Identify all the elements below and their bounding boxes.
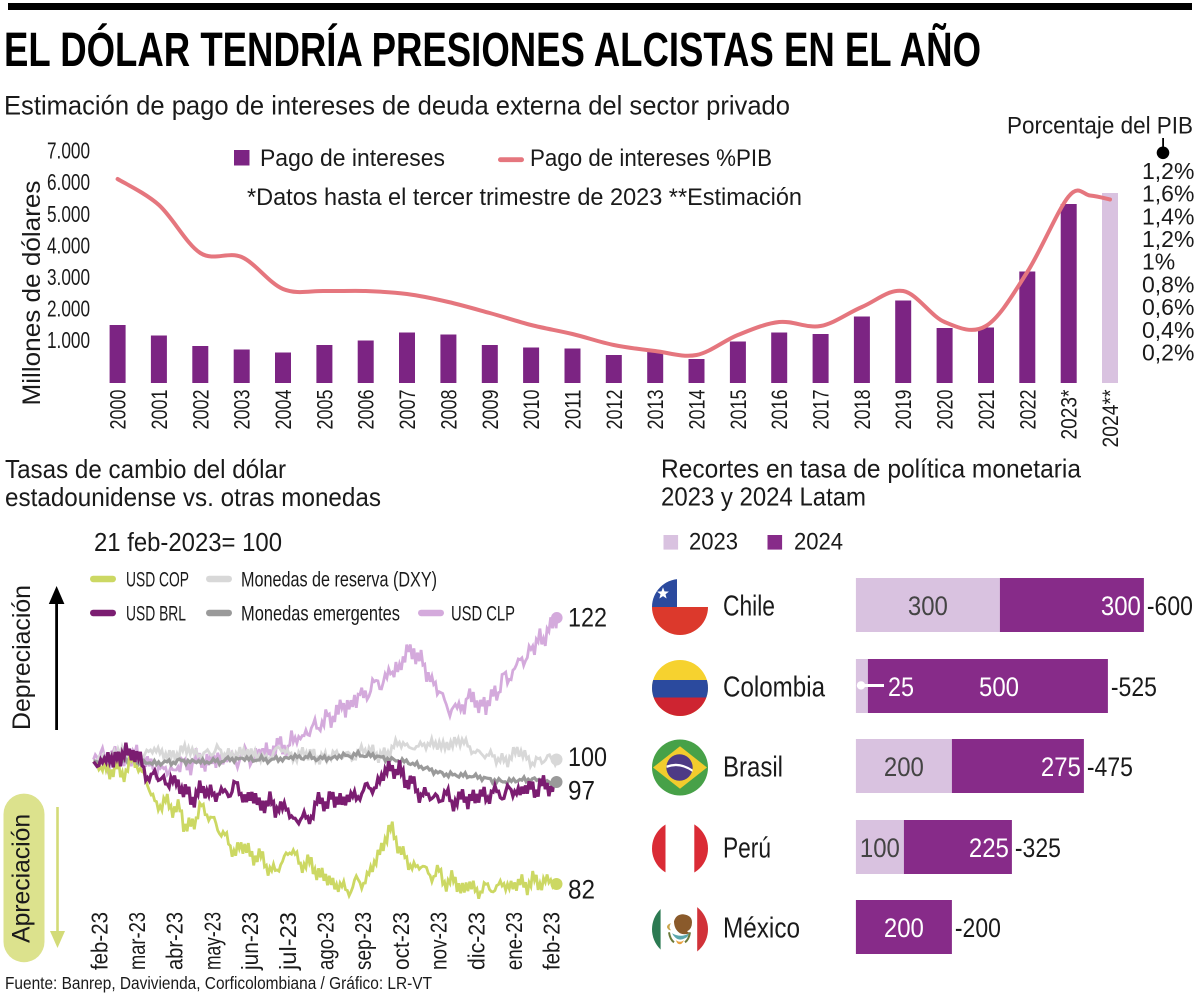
svg-text:300: 300 [908, 591, 948, 621]
svg-text:0,4%: 0,4% [1142, 317, 1194, 343]
svg-text:1,6%: 1,6% [1142, 181, 1194, 207]
svg-text:2000: 2000 [106, 390, 131, 430]
svg-text:Pago de intereses %PIB: Pago de intereses %PIB [530, 145, 772, 172]
svg-text:feb-23: feb-23 [86, 912, 112, 970]
svg-text:2021: 2021 [974, 390, 999, 430]
svg-text:may-23: may-23 [199, 912, 225, 970]
svg-text:1.000: 1.000 [47, 327, 90, 353]
svg-text:sep-23: sep-23 [350, 912, 376, 970]
svg-text:225: 225 [969, 833, 1009, 863]
svg-text:2005: 2005 [312, 390, 337, 430]
svg-text:25: 25 [888, 672, 914, 702]
svg-text:2014: 2014 [685, 390, 710, 430]
svg-text:0,8%: 0,8% [1142, 271, 1194, 297]
svg-text:300: 300 [1101, 591, 1141, 621]
svg-text:Recortes en tasa de política m: Recortes en tasa de política monetaria [661, 454, 1082, 484]
svg-text:USD BRL: USD BRL [126, 603, 186, 626]
svg-text:2023*: 2023* [1057, 389, 1082, 439]
svg-text:Chile: Chile [723, 590, 775, 622]
svg-text:2006: 2006 [354, 390, 379, 430]
svg-text:ago-23: ago-23 [313, 912, 339, 970]
svg-text:Tasas de cambio del dólar: Tasas de cambio del dólar [5, 454, 286, 484]
svg-text:500: 500 [979, 672, 1019, 702]
svg-text:2020: 2020 [933, 390, 958, 430]
svg-text:82: 82 [568, 875, 595, 905]
svg-text:2022: 2022 [1015, 390, 1040, 430]
svg-text:2008: 2008 [436, 390, 461, 430]
svg-text:Porcentaje del PIB: Porcentaje del PIB [1007, 113, 1193, 140]
svg-text:1,2%: 1,2% [1142, 226, 1194, 252]
svg-text:2017: 2017 [809, 390, 834, 430]
svg-text:USD CLP: USD CLP [451, 603, 515, 626]
svg-text:Brasil: Brasil [723, 751, 783, 783]
svg-text:0,6%: 0,6% [1142, 294, 1194, 320]
svg-text:100: 100 [568, 742, 607, 772]
svg-text:Colombia: Colombia [723, 671, 826, 703]
svg-text:nov-23: nov-23 [426, 912, 452, 970]
svg-text:1,4%: 1,4% [1142, 203, 1194, 229]
svg-text:abr-23: abr-23 [162, 912, 188, 970]
svg-text:Pago de intereses: Pago de intereses [260, 145, 445, 172]
svg-text:-525: -525 [1111, 672, 1157, 702]
svg-text:-475: -475 [1087, 752, 1133, 782]
svg-text:2002: 2002 [188, 390, 213, 430]
svg-text:2023 y 2024 Latam: 2023 y 2024 Latam [661, 482, 866, 512]
svg-text:2023: 2023 [689, 529, 738, 556]
svg-text:2019: 2019 [891, 390, 916, 430]
svg-text:200: 200 [884, 913, 924, 943]
svg-text:2011: 2011 [561, 390, 586, 430]
svg-text:jul-23: jul-23 [275, 912, 301, 971]
svg-text:oct-23: oct-23 [388, 912, 414, 970]
svg-text:-600: -600 [1147, 591, 1193, 621]
svg-text:2015: 2015 [726, 390, 751, 430]
svg-text:estadounidense vs. otras moned: estadounidense vs. otras monedas [5, 482, 381, 512]
svg-text:jun-23: jun-23 [237, 912, 263, 971]
svg-text:Perú: Perú [723, 832, 771, 864]
svg-text:ene-23: ene-23 [501, 912, 527, 970]
svg-text:4.000: 4.000 [47, 232, 90, 258]
svg-text:0,2%: 0,2% [1142, 340, 1194, 366]
svg-text:122: 122 [568, 603, 607, 633]
svg-text:Apreciación: Apreciación [8, 814, 36, 943]
svg-text:1,2%: 1,2% [1142, 158, 1194, 184]
svg-text:Millones de dólares: Millones de dólares [18, 181, 46, 406]
svg-text:2.000: 2.000 [47, 295, 90, 321]
svg-text:2013: 2013 [643, 390, 668, 430]
svg-text:2007: 2007 [395, 390, 420, 430]
svg-text:2024**: 2024** [1098, 389, 1123, 447]
svg-text:2010: 2010 [519, 390, 544, 430]
svg-text:2004: 2004 [271, 390, 296, 430]
svg-text:2001: 2001 [147, 390, 172, 430]
svg-text:*Datos hasta el tercer trimest: *Datos hasta el tercer trimestre de 2023… [247, 184, 802, 211]
svg-text:Depreciación: Depreciación [8, 585, 36, 730]
svg-text:21 feb-2023= 100: 21 feb-2023= 100 [94, 529, 282, 557]
svg-text:1%: 1% [1142, 249, 1175, 275]
svg-text:3.000: 3.000 [47, 264, 90, 290]
svg-text:6.000: 6.000 [47, 169, 90, 195]
svg-text:97: 97 [568, 776, 595, 806]
svg-text:2012: 2012 [602, 390, 627, 430]
svg-text:Estimación de pago de interese: Estimación de pago de intereses de deuda… [4, 91, 790, 121]
svg-text:Monedas de reserva (DXY): Monedas de reserva (DXY) [241, 569, 437, 592]
svg-text:2003: 2003 [230, 390, 255, 430]
svg-text:2009: 2009 [478, 390, 503, 430]
svg-text:2016: 2016 [767, 390, 792, 430]
svg-text:2024: 2024 [794, 529, 843, 556]
svg-text:-325: -325 [1015, 833, 1061, 863]
svg-text:5.000: 5.000 [47, 201, 90, 227]
svg-text:100: 100 [860, 833, 900, 863]
svg-text:275: 275 [1041, 752, 1081, 782]
svg-text:-200: -200 [955, 913, 1001, 943]
svg-text:mar-23: mar-23 [124, 912, 150, 970]
svg-text:200: 200 [884, 752, 924, 782]
svg-text:USD COP: USD COP [126, 569, 189, 592]
svg-text:EL DÓLAR TENDRÍA PRESIONES ALC: EL DÓLAR TENDRÍA PRESIONES ALCISTAS EN E… [4, 22, 981, 77]
svg-text:Fuente: Banrep, Davivienda, Co: Fuente: Banrep, Davivienda, Corficolombi… [5, 973, 432, 993]
svg-text:7.000: 7.000 [47, 138, 90, 164]
svg-text:Monedas emergentes: Monedas emergentes [241, 603, 400, 626]
svg-text:feb-23: feb-23 [539, 912, 565, 970]
svg-text:dic-23: dic-23 [463, 912, 489, 970]
svg-text:2018: 2018 [850, 390, 875, 430]
svg-text:México: México [723, 913, 800, 945]
